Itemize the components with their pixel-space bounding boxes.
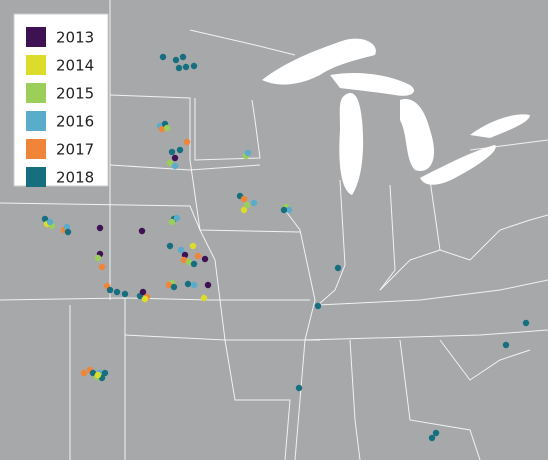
site-dot xyxy=(180,256,188,264)
site-dot xyxy=(170,283,178,291)
legend-swatch xyxy=(26,55,46,75)
site-dot xyxy=(172,56,180,64)
site-dot xyxy=(141,295,149,303)
site-dot xyxy=(179,53,187,61)
site-dot xyxy=(182,63,190,71)
site-dot xyxy=(121,290,129,298)
site-dot xyxy=(94,371,102,379)
site-dot xyxy=(166,159,174,167)
site-dot xyxy=(280,206,288,214)
site-dot xyxy=(189,242,197,250)
site-dot xyxy=(98,263,106,271)
site-dot xyxy=(502,341,510,349)
site-dot xyxy=(163,124,171,132)
site-dot xyxy=(177,246,185,254)
site-dot xyxy=(41,215,49,223)
legend-label: 2016 xyxy=(56,113,94,131)
site-dot xyxy=(113,288,121,296)
site-dot xyxy=(428,434,436,442)
site-dot xyxy=(168,148,176,156)
site-dot xyxy=(334,264,342,272)
site-dot xyxy=(185,258,193,266)
site-dot xyxy=(46,218,54,226)
site-dot xyxy=(183,138,191,146)
legend-label: 2015 xyxy=(56,85,94,103)
site-dot xyxy=(64,228,72,236)
site-dot xyxy=(285,206,293,214)
site-dot xyxy=(159,53,167,61)
site-dot xyxy=(106,286,114,294)
site-dot xyxy=(139,288,147,296)
site-dot xyxy=(190,62,198,70)
legend-swatch xyxy=(26,167,46,187)
site-dot xyxy=(522,319,530,327)
site-dot xyxy=(201,255,209,263)
site-dot xyxy=(250,199,258,207)
legend-label: 2014 xyxy=(56,57,94,75)
site-dot xyxy=(171,154,179,162)
site-dot xyxy=(243,201,251,209)
site-dot xyxy=(165,281,173,289)
site-dot xyxy=(432,429,440,437)
legend-label: 2018 xyxy=(56,169,94,187)
site-dot xyxy=(295,384,303,392)
site-dot xyxy=(101,369,109,377)
site-dot xyxy=(200,294,208,302)
site-dot xyxy=(181,251,189,259)
site-dot xyxy=(138,227,146,235)
site-dot xyxy=(314,302,322,310)
site-dot xyxy=(194,252,202,260)
site-dots xyxy=(41,53,530,442)
site-dot xyxy=(171,162,179,170)
site-dot xyxy=(89,369,97,377)
site-dot xyxy=(63,223,71,231)
site-dot xyxy=(80,369,88,377)
site-dot xyxy=(158,125,166,133)
legend-swatch xyxy=(26,83,46,103)
site-dot xyxy=(175,64,183,72)
site-dot xyxy=(240,206,248,214)
site-dot xyxy=(176,146,184,154)
legend-swatch xyxy=(26,139,46,159)
site-dot xyxy=(190,260,198,268)
site-dot xyxy=(184,280,192,288)
site-dot xyxy=(94,254,102,262)
legend-swatch xyxy=(26,111,46,131)
great-lakes xyxy=(262,38,530,195)
site-dot xyxy=(168,218,176,226)
site-dot xyxy=(190,281,198,289)
legend: 2013 2014 2015 2016 2017 2018 xyxy=(13,13,109,187)
site-dot xyxy=(240,195,248,203)
site-dot xyxy=(244,149,252,157)
site-dot xyxy=(96,224,104,232)
legend-swatch xyxy=(26,27,46,47)
legend-label: 2013 xyxy=(56,29,94,47)
site-dot xyxy=(166,242,174,250)
site-dot xyxy=(173,214,181,222)
site-dot xyxy=(204,281,212,289)
legend-label: 2017 xyxy=(56,141,94,159)
